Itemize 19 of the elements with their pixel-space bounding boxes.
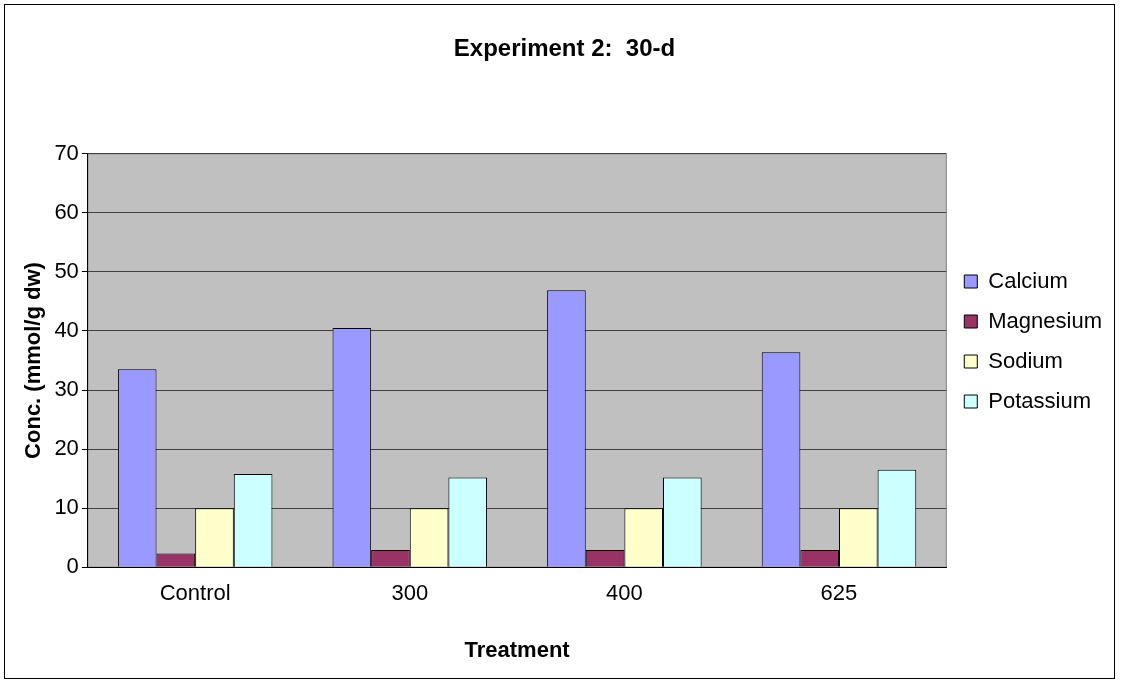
y-tick-label: 60 (54, 198, 79, 224)
legend-label: Sodium (988, 347, 1063, 373)
y-axis-title: Conc. (mmol/g dw) (20, 262, 46, 459)
y-tick-label: 30 (54, 376, 79, 402)
legend-label: Potassium (988, 387, 1091, 413)
y-tick-label: 10 (54, 494, 79, 520)
legend-label: Calcium (988, 267, 1068, 293)
y-tick-label: 40 (54, 317, 79, 343)
chart-title: Experiment 2: 30-d (453, 34, 676, 62)
y-tick-label: 0 (66, 553, 79, 579)
x-tick-label: Control (159, 580, 231, 606)
y-tick-label: 70 (54, 139, 79, 165)
legend-label: Magnesium (988, 307, 1102, 333)
x-tick-label: 400 (606, 580, 643, 606)
y-tick-label: 50 (54, 257, 79, 283)
x-tick-label: 300 (391, 580, 429, 606)
y-tick-label: 20 (54, 435, 79, 461)
x-tick-label: 625 (820, 580, 858, 606)
x-axis-title: Treatment (464, 636, 571, 662)
